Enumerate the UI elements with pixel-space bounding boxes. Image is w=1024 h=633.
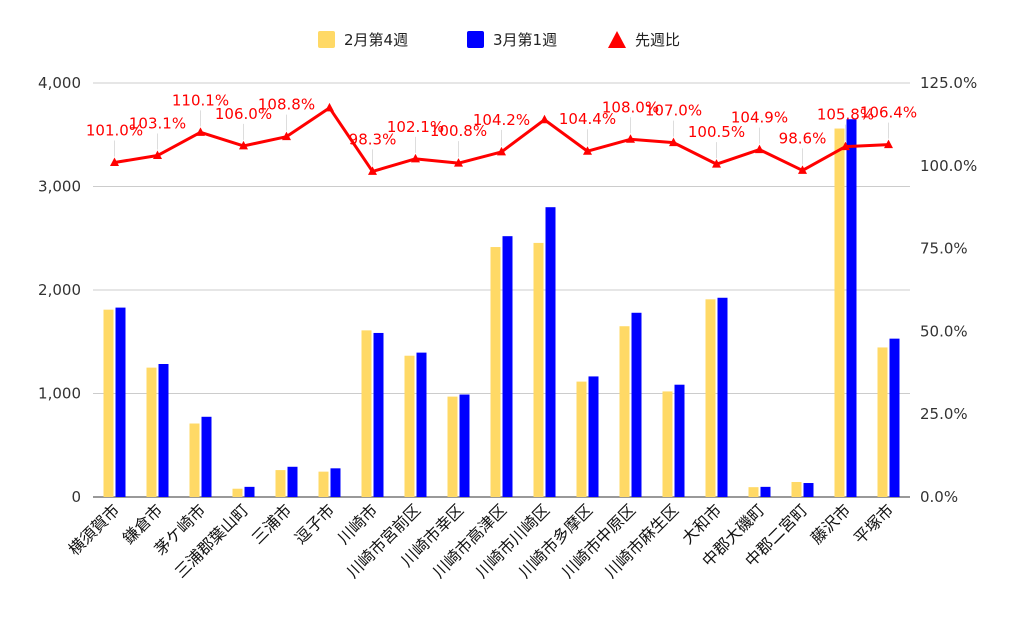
y-left-tick-label: 2,000 [38,281,81,299]
legend-swatch [318,31,335,48]
bar-series-2 [545,207,556,497]
bar-series-1 [103,309,114,497]
bar-series-2 [287,466,298,497]
x-category-label: 平塚市 [850,500,897,547]
bar-series-1 [576,381,587,497]
y-right-tick-label: 50.0% [920,322,968,340]
bar-series-2 [889,338,900,497]
legend-label: 2月第4週 [344,31,408,49]
bar-series-1 [490,247,501,497]
bar-series-2 [631,312,642,497]
bar-series-2 [244,486,255,497]
y-left-tick-label: 3,000 [38,178,81,196]
data-label: 100.5% [688,123,745,141]
bar-series-2 [158,364,169,497]
y-left-tick-label: 1,000 [38,385,81,403]
bar-series-2 [330,468,341,497]
y-right-tick-label: 25.0% [920,405,968,423]
legend-swatch [467,31,484,48]
line-point [626,134,635,143]
bar-series-1 [232,488,243,497]
line-point [497,146,506,156]
bar-series-1 [619,326,630,497]
bar-series-2 [373,332,384,497]
bar-series-1 [791,481,802,497]
bar-series-1 [275,470,286,497]
bar-series-2 [803,483,814,497]
bar-series-1 [533,242,544,497]
bar-series-1 [361,330,372,497]
line-point [669,137,678,147]
x-category-label: 横須賀市 [65,500,124,559]
data-label: 98.3% [349,130,397,148]
x-category-label: 藤沢市 [807,500,854,547]
data-label: 108.8% [258,96,315,114]
bar-series-1 [662,391,673,497]
line-point [798,165,807,174]
y-right-tick-label: 125.0% [920,74,977,92]
data-label: 104.2% [473,111,530,129]
data-label: 103.1% [129,115,186,133]
x-category-label: 逗子市 [291,500,338,547]
line-point [368,166,377,175]
line-point [153,150,162,160]
bar-series-1 [447,396,458,497]
data-label: 105.8% [817,106,874,124]
bar-series-2 [416,352,427,497]
legend-label: 3月第1週 [493,31,557,49]
data-label: 101.0% [86,121,143,139]
bar-series-2 [717,297,728,497]
y-right-tick-label: 100.0% [920,157,977,175]
data-label: 102.1% [387,118,444,136]
bar-series-1 [834,128,845,498]
data-label: 106.4% [860,104,917,122]
bar-series-2 [846,119,857,497]
y-left-tick-label: 0 [71,488,81,506]
bar-series-2 [588,376,599,497]
data-label: 100.8% [430,122,487,140]
bar-series-2 [201,416,212,497]
line-point [196,127,205,136]
bar-series-1 [748,487,759,497]
line-point [110,157,119,166]
bar-series-1 [318,471,329,497]
data-label: 108.0% [602,98,659,116]
line-point [583,146,592,155]
data-label: 98.6% [779,129,827,147]
line-point [841,141,850,151]
bar-series-1 [705,299,716,497]
x-category-label: 三浦市 [248,500,295,547]
legend-label: 先週比 [635,31,680,49]
line-point [239,140,248,150]
line-point [411,153,420,163]
line-point [454,158,463,167]
bar-series-2 [115,307,126,497]
bar-series-1 [189,423,200,497]
bar-series-2 [502,236,513,497]
line-point [325,102,334,112]
line-point [540,114,549,124]
bar-series-2 [459,394,470,497]
line-point [884,139,893,149]
y-right-tick-label: 0.0% [920,488,958,506]
legend-swatch [608,31,626,48]
data-label: 106.0% [215,105,272,123]
line-point [755,144,764,154]
y-right-tick-label: 75.0% [920,240,968,258]
data-label: 104.4% [559,110,616,128]
bar-series-2 [674,384,685,497]
line-point [712,159,721,168]
y-left-tick-label: 4,000 [38,74,81,92]
data-label: 110.1% [172,91,229,109]
bar-series-1 [877,347,888,497]
bar-series-1 [404,355,415,497]
bar-series-1 [146,367,157,497]
data-label: 107.0% [645,102,702,120]
line-point [282,131,291,141]
data-label: 104.9% [731,109,788,127]
bar-series-2 [760,486,771,497]
